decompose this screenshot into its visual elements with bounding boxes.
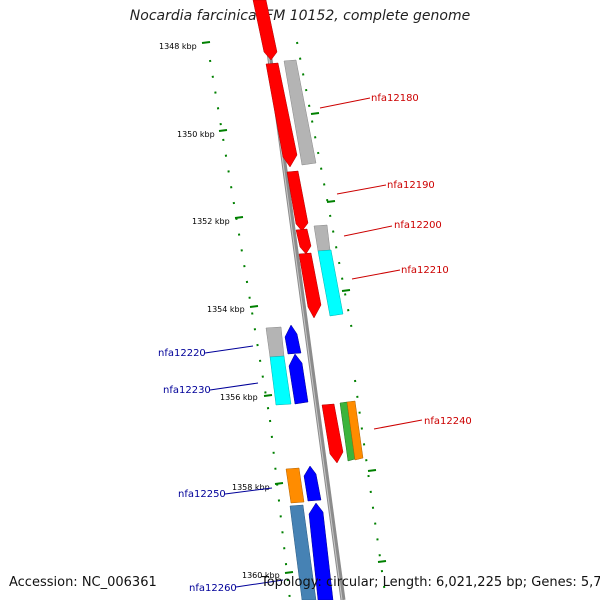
map-title: Nocardia farcinica IFM 10152, complete g… — [129, 8, 471, 24]
label-leader — [204, 345, 254, 354]
ruler-tick — [234, 216, 244, 219]
gene-label[interactable]: nfa12200 — [394, 220, 442, 231]
accession-text: Accession: NC_006361 — [9, 575, 157, 590]
gene-arrow-red[interactable] — [286, 170, 309, 232]
gene-arrow-gray[interactable] — [283, 59, 317, 166]
gene-arrow-gray[interactable] — [265, 326, 285, 358]
gene-arrow-red[interactable] — [298, 252, 322, 319]
gene-label[interactable]: nfa12190 — [387, 180, 435, 191]
label-leader — [319, 97, 371, 109]
label-leader — [351, 269, 401, 280]
label-leader — [209, 382, 259, 391]
ruler-label: 1350 kbp — [177, 130, 215, 139]
gene-arrow-orange[interactable] — [346, 400, 364, 461]
gene-arrow-orange[interactable] — [285, 467, 305, 504]
ruler-ticks-right — [310, 112, 387, 563]
ruler-tick — [326, 200, 336, 203]
ruler-label: 1354 kbp — [207, 305, 245, 314]
gene-arrow-blue[interactable] — [288, 353, 309, 405]
ruler-label: 1348 kbp — [159, 42, 197, 51]
ring-guide-right-lower — [354, 379, 387, 600]
gene-label[interactable]: nfa12250 — [178, 489, 226, 500]
position-ruler: 1348 kbp 1350 kbp 1352 kbp 1354 kbp 1356… — [159, 41, 294, 580]
genes-forward-strand — [252, 0, 364, 464]
ruler-label: 1360 kbp — [242, 571, 280, 580]
label-leader — [336, 184, 387, 195]
gene-arrow-steelblue[interactable] — [289, 504, 317, 600]
ruler-tick — [274, 482, 284, 485]
gene-labels: nfa12180 nfa12190 nfa12200 nfa12210 nfa1… — [158, 93, 472, 594]
gene-label[interactable]: nfa12220 — [158, 348, 206, 359]
gene-label[interactable]: nfa12230 — [163, 385, 211, 396]
gene-arrow-blue[interactable] — [303, 465, 322, 502]
ruler-tick — [367, 469, 377, 472]
ruler-tick — [377, 560, 387, 563]
ring-guide-left — [209, 59, 271, 421]
gene-arrow-red[interactable] — [321, 403, 344, 464]
gene-arrow-gray[interactable] — [313, 224, 331, 252]
genome-summary-text: Topology: circular; Length: 6,021,225 bp… — [261, 575, 600, 590]
ruler-tick — [218, 129, 228, 132]
gene-arrow-blue[interactable] — [284, 324, 302, 355]
gene-label[interactable]: nfa12260 — [189, 583, 237, 594]
gene-label[interactable]: nfa12240 — [424, 416, 472, 427]
ruler-label: 1352 kbp — [192, 217, 230, 226]
genes-reverse-strand — [265, 324, 334, 600]
gene-arrow-red[interactable] — [265, 62, 298, 168]
ruler-label: 1358 kbp — [232, 483, 270, 492]
gene-label[interactable]: nfa12180 — [371, 93, 419, 104]
ruler-tick — [284, 571, 294, 574]
gene-label[interactable]: nfa12210 — [401, 265, 449, 276]
label-leader — [235, 579, 284, 588]
ruler-tick — [249, 305, 259, 308]
gene-arrow-cyan[interactable] — [317, 249, 344, 317]
gene-arrow-red[interactable] — [295, 228, 312, 255]
label-leader — [373, 419, 423, 430]
ruler-tick — [341, 289, 351, 292]
gene-arrow-cyan[interactable] — [269, 355, 292, 406]
gene-arrow-blue[interactable] — [308, 502, 334, 600]
label-leader — [343, 225, 393, 237]
ring-guide-right-upper — [296, 41, 353, 331]
ruler-tick — [263, 394, 273, 397]
gene-arrow-red[interactable] — [252, 0, 278, 61]
label-leader — [224, 487, 273, 495]
ruler-label: 1356 kbp — [220, 393, 258, 402]
ruler-tick — [201, 41, 211, 44]
ruler-tick — [310, 112, 320, 115]
